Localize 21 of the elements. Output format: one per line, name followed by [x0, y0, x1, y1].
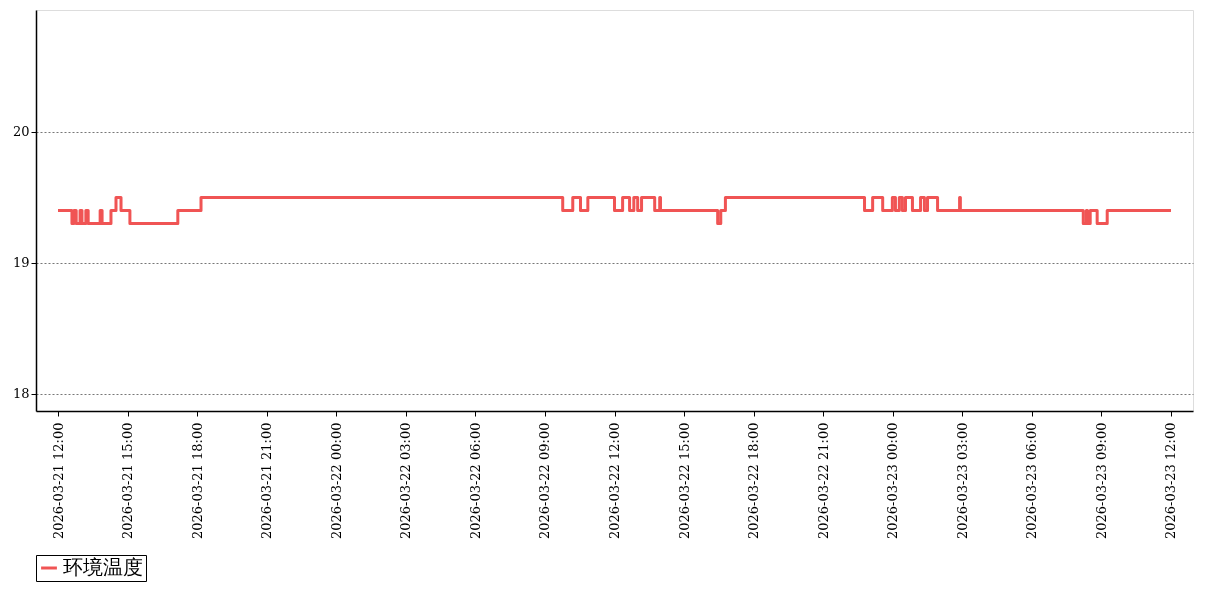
x-tick-label: 2026-03-21 21:00 [259, 422, 275, 540]
x-tick-label: 2026-03-22 15:00 [676, 422, 692, 540]
y-tick-label: 20 [12, 124, 30, 140]
x-tick-label: 2026-03-23 09:00 [1093, 422, 1109, 540]
x-tick-label: 2026-03-22 00:00 [328, 422, 344, 540]
y-tick-label: 19 [12, 255, 30, 271]
x-tick-label: 2026-03-22 03:00 [398, 422, 414, 540]
x-tick-label: 2026-03-22 06:00 [467, 422, 483, 540]
x-tick-label: 2026-03-23 00:00 [885, 422, 901, 540]
x-tick-label: 2026-03-22 21:00 [815, 422, 831, 540]
x-tick-label: 2026-03-22 12:00 [607, 422, 622, 540]
x-tick-label: 2026-03-23 03:00 [954, 422, 970, 540]
x-tick-label: 2026-03-21 15:00 [120, 422, 136, 540]
x-tick-label: 2026-03-22 09:00 [537, 422, 553, 540]
x-tick-label: 2026-03-21 12:00 [50, 422, 66, 540]
x-tick-label: 2026-03-22 18:00 [746, 422, 762, 540]
legend-label: 环境温度 [63, 555, 143, 579]
x-tick-label: 2026-03-23 06:00 [1024, 422, 1040, 540]
x-tick-label: 2026-03-23 12:00 [1163, 422, 1179, 540]
x-tick-label: 2026-03-21 18:00 [189, 422, 205, 540]
y-tick-label: 18 [12, 386, 30, 402]
